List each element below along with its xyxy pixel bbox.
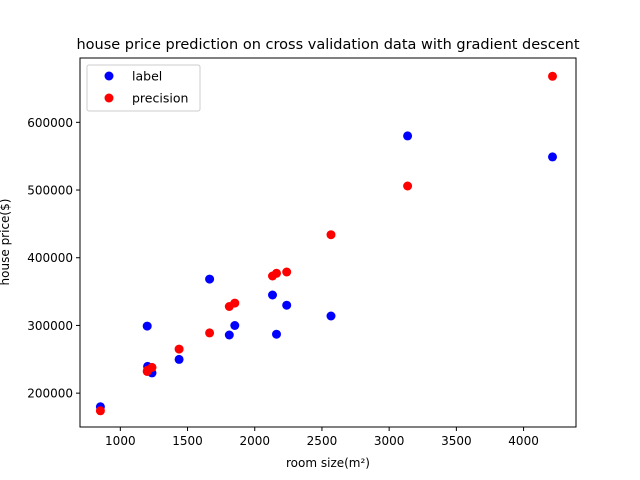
x-tick-label-3500: 3500 <box>441 434 472 448</box>
point-label-5 <box>205 274 215 284</box>
point-precision-7 <box>230 298 240 308</box>
point-precision-11 <box>326 230 336 240</box>
x-tick-label-1500: 1500 <box>172 434 203 448</box>
y-axis-label: house price($) <box>0 199 12 286</box>
x-tick-label-2500: 2500 <box>307 434 338 448</box>
legend-entry-label: label <box>132 69 162 84</box>
legend-marker-precision <box>104 93 114 103</box>
point-label-1 <box>142 321 152 331</box>
y-axis: 200000 300000 400000 500000 600000 <box>27 116 80 401</box>
point-label-11 <box>326 311 336 321</box>
point-label-9 <box>272 329 281 339</box>
point-precision-9 <box>272 268 281 278</box>
legend-entry-precision: precision <box>132 91 188 106</box>
x-tick-label-2000: 2000 <box>239 434 270 448</box>
point-precision-13 <box>548 71 557 81</box>
point-precision-0 <box>95 406 105 416</box>
point-label-10 <box>282 300 292 310</box>
point-label-12 <box>403 131 413 141</box>
point-label-13 <box>548 152 557 162</box>
y-tick-label-300000: 300000 <box>27 319 73 333</box>
y-tick-label-200000: 200000 <box>27 387 73 401</box>
x-tick-label-3000: 3000 <box>374 434 405 448</box>
point-precision-5 <box>205 328 215 338</box>
point-precision-10 <box>282 267 292 277</box>
legend: label precision <box>86 64 201 112</box>
chart-title: house price prediction on cross validati… <box>76 37 579 53</box>
point-label-6 <box>224 330 234 340</box>
legend-marker-label <box>104 71 114 81</box>
y-tick-label-400000: 400000 <box>27 251 73 265</box>
x-tick-label-1000: 1000 <box>105 434 136 448</box>
point-precision-4 <box>174 344 184 354</box>
point-label-4 <box>174 354 184 364</box>
x-axis: 1000 1500 2000 2500 3000 3500 4000 <box>105 427 539 448</box>
x-tick-label-4000: 4000 <box>508 434 539 448</box>
point-precision-3 <box>147 362 157 372</box>
point-label-8 <box>268 290 277 300</box>
y-tick-label-600000: 600000 <box>27 116 73 130</box>
x-axis-label: room size(m²) <box>286 456 370 470</box>
legend-box <box>86 64 201 112</box>
plot-frame <box>79 57 577 428</box>
y-tick-label-500000: 500000 <box>27 184 73 198</box>
point-label-7 <box>230 321 240 330</box>
points-layer <box>95 71 557 416</box>
point-precision-12 <box>403 181 413 191</box>
